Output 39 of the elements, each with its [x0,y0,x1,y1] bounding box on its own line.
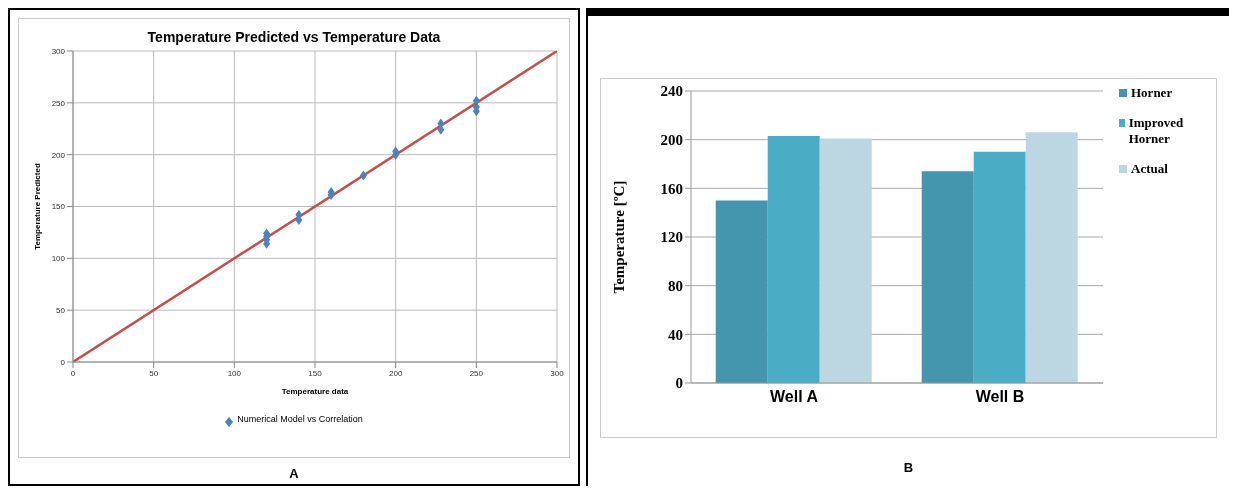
x-tick-label: 200 [388,368,403,378]
y-tick-label: 80 [668,277,683,294]
bar [767,136,820,383]
y-tick-label: 240 [660,83,683,100]
bar [921,171,974,383]
x-tick-label: 150 [308,368,323,378]
legend-label: Actual [1131,161,1168,177]
y-tick-label: 100 [51,254,66,264]
x-tick-label: 250 [469,368,484,378]
y-tick-label: 250 [51,98,66,108]
legend-label: Numerical Model vs Correlation [237,414,363,424]
y-tick-label: 0 [60,357,66,367]
bar [715,200,768,383]
y-axis-title: Temperature Predicted [32,163,42,250]
legend-label: Horner [1131,85,1173,101]
x-axis-title: Temperature data [281,387,349,396]
bar [973,151,1026,383]
point [359,170,367,181]
y-tick-label: 160 [660,180,683,197]
x-tick-label: 0 [70,368,76,378]
x-tick-label: Well B [975,388,1025,406]
bar [1025,132,1078,383]
chart-title: Temperature Predicted vs Temperature Data [146,29,442,45]
legend-label: Improved Horner [1128,115,1185,147]
y-tick-label: 200 [660,131,683,148]
y-axis-title: Temperature [ºC] [611,180,628,294]
y-tick-label: 150 [51,202,66,212]
y-tick-label: 50 [56,306,66,316]
y-tick-label: 40 [668,326,683,343]
x-tick-label: Well A [769,388,819,406]
y-tick-label: 120 [660,229,683,246]
x-tick-label: 50 [149,368,159,378]
y-tick-label: 200 [51,150,66,160]
text: A [289,466,299,481]
y-tick-label: 300 [51,46,66,56]
bar [819,138,872,383]
text: B [903,460,914,475]
x-tick-label: 300 [550,368,565,378]
x-tick-label: 100 [227,368,242,378]
